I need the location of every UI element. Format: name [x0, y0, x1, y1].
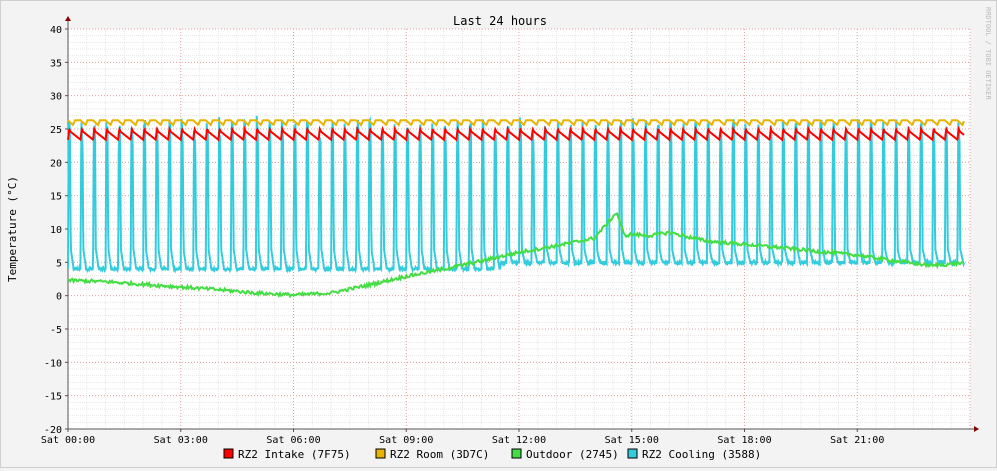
- y-tick-label: -5: [50, 325, 62, 336]
- x-tick-label: Sat 21:00: [830, 435, 884, 446]
- legend-swatch: [223, 448, 234, 459]
- series-layer: [67, 115, 965, 299]
- x-tick-label: Sat 15:00: [605, 435, 659, 446]
- legend-swatch: [627, 448, 638, 459]
- legend-swatch: [375, 448, 386, 459]
- y-tick-label: 25: [50, 125, 62, 136]
- x-tick-label: Sat 18:00: [717, 435, 771, 446]
- y-tick-label: -20: [44, 425, 62, 436]
- x-tick-label: Sat 09:00: [379, 435, 433, 446]
- legend-swatch: [511, 448, 522, 459]
- y-tick-label: 0: [56, 292, 62, 303]
- series-line-outdoor: [67, 212, 964, 299]
- y-tick-label: 35: [50, 58, 62, 69]
- y-tick-label: -15: [44, 392, 62, 403]
- y-tick-label: 20: [50, 158, 62, 169]
- legend-label: RZ2 Intake (7F75): [238, 448, 351, 461]
- chart-title: Last 24 hours: [453, 14, 547, 28]
- series-line-rz2-intake: [67, 125, 965, 142]
- y-tick-label: 5: [56, 258, 62, 269]
- series-line-rz2-cooling: [67, 115, 965, 274]
- legend-label: Outdoor (2745): [526, 448, 619, 461]
- x-tick-label: Sat 06:00: [266, 435, 320, 446]
- series-line-rz2-room: [67, 119, 965, 127]
- x-tick-label: Sat 03:00: [154, 435, 208, 446]
- x-tick-label: Sat 12:00: [492, 435, 546, 446]
- y-axis-label: Temperature (°C): [6, 176, 19, 282]
- rrdtool-watermark: RRDTOOL / TOBI OETIKER: [984, 7, 992, 101]
- legend: RZ2 Intake (7F75) RZ2 Room (3D7C) Outdoor …: [223, 448, 761, 461]
- legend-label: RZ2 Cooling (3588): [642, 448, 761, 461]
- legend-label: RZ2 Room (3D7C): [390, 448, 489, 461]
- y-tick-label: 30: [50, 92, 62, 103]
- y-tick-label: 40: [50, 25, 62, 36]
- x-axis-arrow: [974, 426, 979, 432]
- y-tick-label: 15: [50, 192, 62, 203]
- y-tick-label: -10: [44, 358, 62, 369]
- x-tick-label: Sat 00:00: [41, 435, 95, 446]
- y-tick-label: 10: [50, 225, 62, 236]
- y-axis-arrow: [65, 16, 71, 21]
